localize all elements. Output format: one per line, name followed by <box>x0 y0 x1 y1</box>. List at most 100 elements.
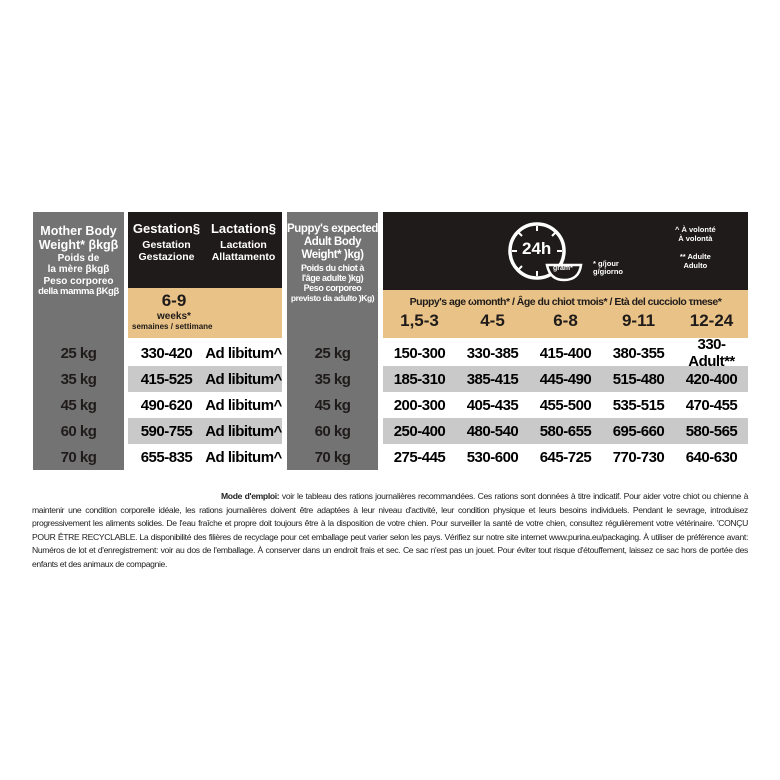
table-row: 590-755 Ad libitum^ <box>128 418 282 444</box>
cell: Ad libitum^ <box>205 370 282 388</box>
puppy-rations-table: 150-300 330-385 415-400 380-355 330-Adult** 1… <box>383 336 748 470</box>
cell: 250-400 <box>393 422 446 440</box>
header-line: Peso corporeo <box>303 283 362 294</box>
cell: 695-660 <box>612 422 665 440</box>
cell: Ad libitum^ <box>205 396 282 414</box>
mother-weight-header: Mother Body Weight* βkgβ Poids de la mèr… <box>33 212 124 298</box>
instructions-lead: Mode d'emploi: <box>221 491 280 501</box>
header-line: Poids du chiot à <box>300 262 365 273</box>
unit-line: * g/jour <box>593 259 619 268</box>
header-line: Peso corporeo <box>43 275 114 287</box>
weight: 45 kg <box>314 396 351 414</box>
puppy-age-band: Puppy's age ωmonth* / Âge du chiot τmois… <box>383 290 748 338</box>
cell: 455-500 <box>539 396 592 414</box>
table-row: 490-620 Ad libitum^ <box>128 392 283 418</box>
cell: 590-755 <box>140 422 193 440</box>
cell: 445-490 <box>539 370 592 388</box>
puppy-header: 24h gram* * g/jour g/giorno ^ À volonté … <box>383 212 748 290</box>
age-range: 6-8 <box>553 311 578 330</box>
age-range: 4-5 <box>480 311 505 330</box>
age-label: Puppy's age ωmonth* / Âge du chiot τmois… <box>409 296 722 308</box>
legend: ^ À volonté À volontà ** Adulte Adulto <box>675 225 716 270</box>
cell: 480-540 <box>466 422 519 440</box>
cell: Ad libitum^ <box>205 344 282 362</box>
unit-line: g/giorno <box>593 267 623 276</box>
instructions-body: voir le tableau des rations journalières… <box>32 491 748 569</box>
puppy-weight-header: Puppy's expected Adult Body Weight* )kg)… <box>287 212 378 303</box>
weight: 25 kg <box>314 344 351 362</box>
mother-weight-column: Mother Body Weight* βkgβ Poids de la mèr… <box>33 212 124 470</box>
cell: 420-400 <box>685 370 738 388</box>
label: Allattamento <box>211 251 276 263</box>
header-line: previsto da adulto )Kg) <box>290 292 375 303</box>
legend-line: À volontà <box>678 233 713 243</box>
header-line: l'âge adulte )kg) <box>301 273 364 283</box>
label: Lactation§ <box>210 221 276 236</box>
weight: 35 kg <box>314 370 351 388</box>
cell: 330-420 <box>140 344 193 362</box>
cell: 640-630 <box>685 448 738 466</box>
table-row: 150-300 330-385 415-400 380-355 330-Adult** <box>383 336 748 370</box>
cell: 330-Adult** <box>688 336 735 370</box>
cell: 415-525 <box>140 370 193 388</box>
bowl-label: gram* <box>553 265 573 272</box>
unit-note: * g/jour g/giorno <box>593 260 623 276</box>
cell: 275-445 <box>393 448 446 466</box>
weight: 45 kg <box>60 396 97 414</box>
header-line: della mamma βKgβ <box>38 286 119 298</box>
header-line: Weight* βkgβ <box>38 238 119 253</box>
gestation-header: Gestation§ Gestation Gestazione <box>128 221 205 288</box>
label: Gestation§ <box>132 221 201 236</box>
legend-line: ^ À volonté <box>675 225 716 234</box>
clock-bowl-icon <box>508 222 583 282</box>
label: Gestation <box>142 238 191 251</box>
cell: 490-620 <box>140 396 193 414</box>
cell: 535-515 <box>612 396 665 414</box>
cell: 655-835 <box>140 448 193 466</box>
cell: 380-355 <box>612 344 665 362</box>
cell: 150-300 <box>393 344 446 362</box>
legend-line: Adulto <box>683 260 708 270</box>
header-line: Puppy's expected <box>287 223 378 235</box>
table-row: 185-310 385-415 445-490 515-480 420-400 <box>383 366 748 392</box>
weeks-label: weeks* <box>157 310 191 322</box>
cell: 580-655 <box>539 422 592 440</box>
table-row: 200-300 405-435 455-500 535-515 470-455 <box>383 392 748 418</box>
cell: 185-310 <box>393 370 446 388</box>
cell: 770-730 <box>612 448 665 466</box>
weight: 70 kg <box>60 448 97 466</box>
cell: Ad libitum^ <box>205 448 282 466</box>
label: Lactation <box>220 238 267 251</box>
weeks-band: 6-9 weeks* semaines / settimane <box>128 288 282 338</box>
header-line: Poids de <box>57 252 100 264</box>
mother-rations-table: 330-420 Ad libitum^ 415-525 Ad libitum^ 49… <box>128 340 282 470</box>
cell: 645-725 <box>539 448 592 466</box>
weight: 60 kg <box>60 422 97 440</box>
age-range: 1,5-3 <box>400 311 439 330</box>
weight: 25 kg <box>60 344 97 362</box>
age-range: 9-11 <box>621 311 656 330</box>
lactation-header: Lactation§ Lactation Allattamento <box>205 221 282 288</box>
label: Gestazione <box>138 251 195 263</box>
weeks-value: 6-9 <box>161 291 187 310</box>
header-line: Weight* )kg) <box>301 249 364 262</box>
header-line: Adult Body <box>303 236 362 249</box>
cell: 415-400 <box>539 344 592 362</box>
cell: Ad libitum^ <box>205 422 282 440</box>
legend-line: ** Adulte <box>679 252 711 261</box>
gestation-lactation-header: Gestation§ Gestation Gestazione Lactatio… <box>128 212 282 288</box>
cell: 470-455 <box>685 396 738 414</box>
header-line: Mother Body <box>40 224 117 238</box>
weight: 60 kg <box>314 422 351 440</box>
table-row: 275-445 530-600 645-725 770-730 640-630 <box>383 444 748 470</box>
age-range: 12-24 <box>689 311 734 330</box>
cell: 515-480 <box>612 370 665 388</box>
weight: 70 kg <box>314 448 351 466</box>
cell: 580-565 <box>685 422 738 440</box>
table-row: 250-400 480-540 580-655 695-660 580-565 <box>383 418 748 444</box>
weight: 35 kg <box>60 370 97 388</box>
puppy-weight-column: Puppy's expected Adult Body Weight* )kg)… <box>287 212 378 470</box>
cell: 200-300 <box>393 396 446 414</box>
cell: 530-600 <box>466 448 519 466</box>
cell: 330-385 <box>466 344 519 362</box>
